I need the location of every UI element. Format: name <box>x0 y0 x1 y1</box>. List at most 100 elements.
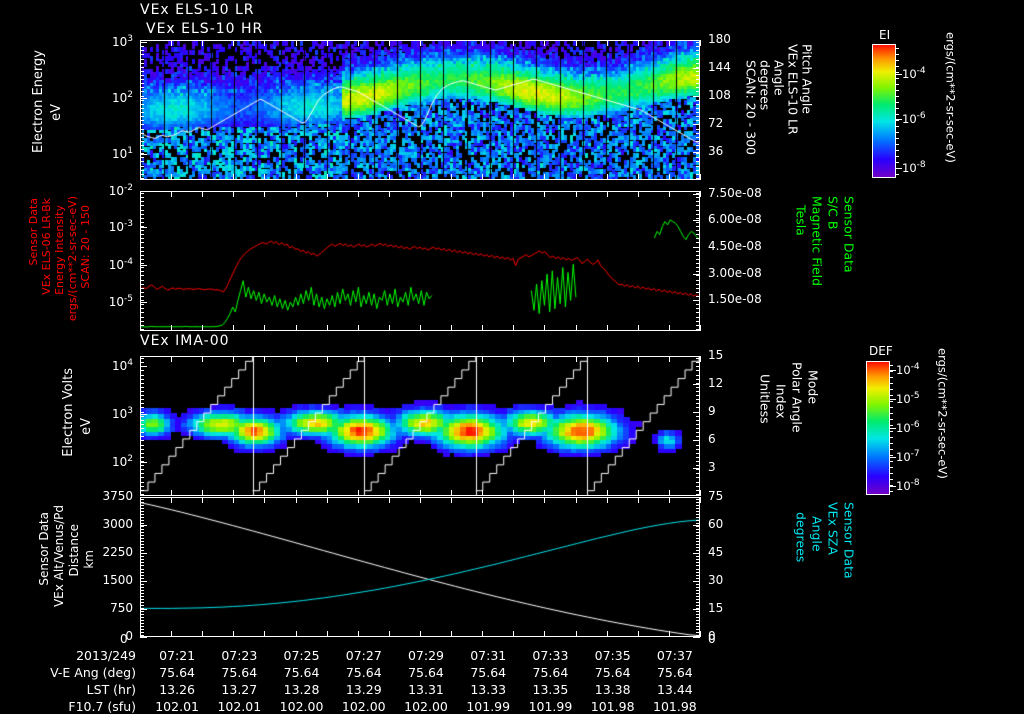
axis-minor-tick <box>696 541 700 542</box>
axis-minor-tick <box>696 59 700 60</box>
axis-minor-tick <box>140 502 144 503</box>
panel3-colorbar-tick-minor <box>890 455 893 456</box>
axis-minor-tick <box>140 514 144 515</box>
x-tick-bottom <box>544 174 545 180</box>
axis-minor-tick <box>140 193 144 194</box>
x-tick-top <box>482 191 483 197</box>
axis-minor-tick <box>696 271 700 272</box>
axis-minor-tick <box>696 304 700 305</box>
x-tick-bottom <box>544 490 545 496</box>
axis-minor-tick <box>696 596 700 597</box>
axis-minor-tick <box>696 514 700 515</box>
axis-minor-tick <box>696 593 700 594</box>
axis-minor-tick <box>140 547 144 548</box>
x-tick-bottom <box>202 631 203 637</box>
axis-minor-tick <box>140 599 144 600</box>
axis-minor-tick <box>140 63 144 64</box>
axis-minor-tick <box>696 238 700 239</box>
x-tick-bottom <box>264 325 265 331</box>
x-tick-top <box>264 497 265 503</box>
axis-minor-tick <box>696 614 700 615</box>
axis-minor-tick <box>140 505 144 506</box>
panel1-colorbar-tick-minor <box>896 162 899 163</box>
panel3-colorbar-tick-minor <box>890 419 893 420</box>
x-tick-bottom <box>451 631 452 637</box>
axis-minor-tick <box>696 288 700 289</box>
panel3-colorbar-tick-minor <box>890 413 893 414</box>
x-tick-bottom <box>171 631 172 637</box>
panel3-colorbar-tick-4: 10-8 <box>896 478 920 493</box>
axis-minor-tick <box>140 362 144 363</box>
x-tick-top <box>669 191 670 197</box>
panel3-title: VEx IMA-00 <box>140 333 230 349</box>
x-tick-top <box>544 40 545 46</box>
axis-minor-tick <box>696 157 700 158</box>
x-tick-bottom <box>513 631 514 637</box>
axis-minor-tick <box>696 477 700 478</box>
axis-minor-tick <box>140 100 144 101</box>
axis-minor-tick <box>696 520 700 521</box>
panel3-colorbar-tick-minor <box>890 431 893 432</box>
x-tick-bottom <box>607 631 608 637</box>
x-tick-bottom <box>296 631 297 637</box>
axis-minor-tick <box>696 370 700 371</box>
axis-minor-tick <box>140 424 144 425</box>
axis-minor-tick <box>696 553 700 554</box>
panel1-colorbar-tick-minor <box>896 78 899 79</box>
axis-minor-tick <box>696 547 700 548</box>
axis-minor-tick <box>696 559 700 560</box>
table-row-label-0: 2013/249 <box>76 648 136 663</box>
axis-minor-tick <box>140 226 144 227</box>
axis-minor-tick <box>696 71 700 72</box>
x-tick-bottom <box>576 631 577 637</box>
axis-minor-tick <box>696 255 700 256</box>
x-tick-bottom <box>638 174 639 180</box>
axis-minor-tick <box>140 623 144 624</box>
axis-minor-tick <box>696 523 700 524</box>
axis-minor-tick <box>140 329 144 330</box>
axis-minor-tick <box>696 499 700 500</box>
axis-minor-tick <box>140 174 144 175</box>
x-tick-bottom <box>233 325 234 331</box>
axis-minor-tick <box>140 317 144 318</box>
x-tick-top <box>513 40 514 46</box>
axis-minor-tick <box>140 59 144 60</box>
axis-minor-tick <box>140 608 144 609</box>
x-tick-bottom <box>358 631 359 637</box>
panel3-right-label-4: Unitless <box>757 374 773 424</box>
table-cell-r2-c7: 13.38 <box>594 682 631 697</box>
axis-minor-tick <box>696 461 700 462</box>
axis-minor-tick <box>140 420 144 421</box>
x-tick-bottom <box>233 174 234 180</box>
x-tick-bottom <box>420 325 421 331</box>
axis-minor-tick <box>696 267 700 268</box>
table-cell-r2-c8: 13.44 <box>656 682 693 697</box>
axis-minor-tick <box>140 242 144 243</box>
panel1-right-axis-label-5: SCAN: 20 - 300 <box>743 60 759 155</box>
axis-minor-tick <box>696 416 700 417</box>
panel3-colorbar-tick-minor <box>890 365 893 366</box>
x-tick-top <box>233 356 234 362</box>
table-cell-r1-c7: 75.64 <box>594 665 631 680</box>
axis-minor-tick <box>696 284 700 285</box>
x-tick-top <box>233 191 234 197</box>
axis-minor-tick <box>140 218 144 219</box>
x-tick-bottom <box>140 174 141 180</box>
axis-minor-tick <box>140 161 144 162</box>
table-cell-r1-c1: 75.64 <box>221 665 258 680</box>
panel3-colorbar-tick-minor <box>890 479 893 480</box>
x-tick-bottom <box>389 490 390 496</box>
table-cell-r2-c3: 13.29 <box>345 682 382 697</box>
axis-minor-tick <box>140 511 144 512</box>
axis-minor-tick <box>696 275 700 276</box>
panel2-line-plot <box>141 192 699 330</box>
axis-minor-tick <box>140 87 144 88</box>
axis-minor-tick <box>696 432 700 433</box>
axis-minor-tick <box>140 449 144 450</box>
x-tick-top <box>202 356 203 362</box>
x-tick-bottom <box>296 325 297 331</box>
axis-minor-tick <box>140 205 144 206</box>
panel3-colorbar-tick-mark-1 <box>890 399 896 400</box>
x-tick-top <box>544 497 545 503</box>
axis-minor-tick <box>696 453 700 454</box>
